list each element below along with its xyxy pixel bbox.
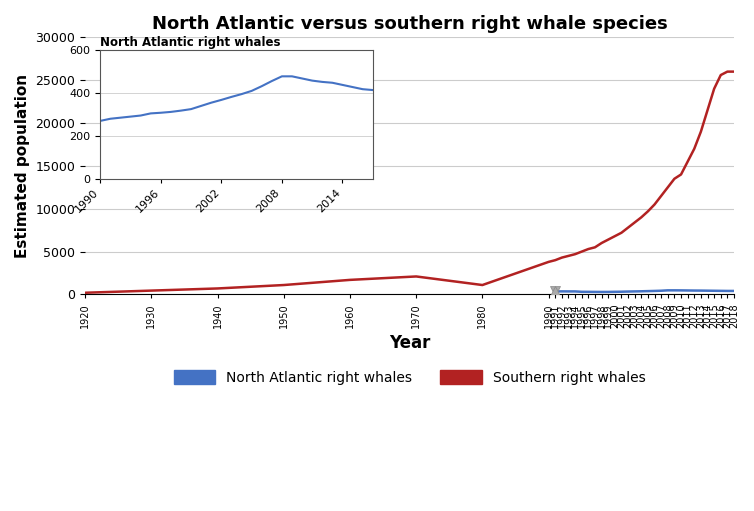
Text: North Atlantic right whales: North Atlantic right whales <box>100 36 280 49</box>
Title: North Atlantic versus southern right whale species: North Atlantic versus southern right wha… <box>152 15 667 33</box>
Legend: North Atlantic right whales, Southern right whales: North Atlantic right whales, Southern ri… <box>168 364 651 390</box>
X-axis label: Year: Year <box>389 334 431 352</box>
Y-axis label: Estimated population: Estimated population <box>15 74 30 258</box>
